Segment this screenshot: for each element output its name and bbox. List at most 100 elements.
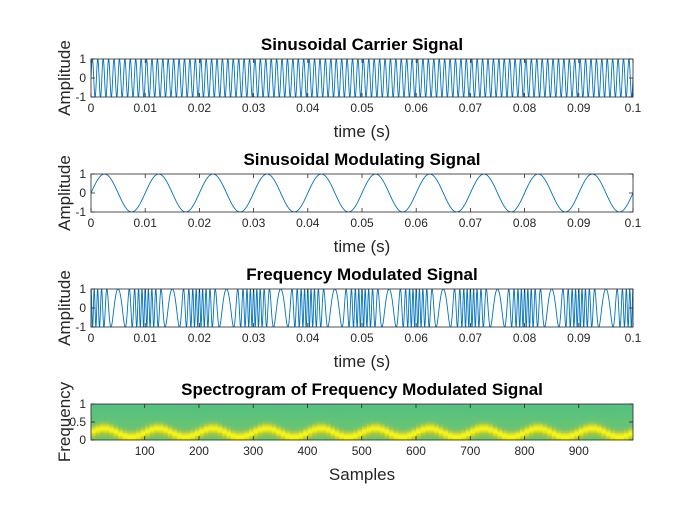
heatmap-cell (474, 432, 481, 435)
heatmap-cell (321, 414, 327, 417)
heatmap-cell (443, 420, 449, 423)
heatmap-cell (380, 435, 386, 438)
heatmap-cell (145, 429, 151, 432)
heatmap-cell (434, 416, 440, 419)
heatmap-cell (334, 425, 341, 428)
heatmap-cell (203, 407, 210, 410)
heatmap-cell (104, 423, 110, 426)
heatmap-cell (583, 419, 589, 422)
heatmap-cell (506, 432, 512, 435)
heatmap-cell (533, 420, 539, 423)
heatmap-cell (461, 432, 467, 435)
heatmap-cell (136, 422, 142, 425)
heatmap-cell (235, 432, 241, 435)
heatmap-cell (203, 423, 210, 426)
heatmap-cell (294, 405, 300, 408)
heatmap-cell (574, 404, 580, 407)
heatmap-cell (176, 408, 182, 411)
heatmap-cell (190, 408, 196, 411)
heatmap-cell (199, 416, 205, 419)
heatmap-cell (136, 414, 142, 417)
heatmap-cell (303, 425, 309, 428)
heatmap-cell (601, 414, 607, 417)
heatmap-cell (194, 420, 200, 423)
heatmap-cell (312, 435, 318, 438)
heatmap-cell (176, 405, 182, 408)
heatmap-cell (357, 414, 363, 417)
heatmap-cell (122, 411, 128, 414)
heatmap-cell (393, 420, 399, 423)
heatmap-cell (212, 407, 219, 410)
x-tick-label: 0.1 (625, 331, 642, 345)
heatmap-cell (605, 407, 612, 410)
heatmap-cell (109, 438, 115, 440)
heatmap-cell (163, 420, 169, 423)
heatmap-cell (506, 416, 512, 419)
heatmap-cell (447, 432, 453, 435)
heatmap-cell (592, 411, 598, 414)
heatmap-cell (118, 429, 124, 432)
heatmap-cell (425, 429, 431, 432)
heatmap-cell (362, 437, 368, 440)
spectrogram-chart: 100 200 300 400 500 600 700 800 90000.51Spectrog… (55, 380, 634, 484)
heatmap-cell (411, 428, 417, 431)
heatmap-cell (420, 404, 426, 407)
heatmap-cell (357, 420, 363, 423)
heatmap-cell (384, 425, 390, 428)
heatmap-cell (91, 419, 97, 422)
heatmap-cell (614, 437, 621, 440)
heatmap-cell (416, 411, 422, 414)
heatmap-cell (104, 411, 110, 414)
heatmap-cell (208, 405, 214, 408)
heatmap-cell (438, 438, 444, 440)
heatmap-cell (158, 422, 164, 425)
heatmap-cell (470, 438, 476, 440)
heatmap-cell (623, 438, 630, 440)
heatmap-cell (596, 431, 602, 434)
heatmap-cell (240, 419, 246, 422)
heatmap-cell (456, 432, 462, 435)
heatmap-cell (538, 405, 544, 408)
heatmap-cell (181, 413, 187, 416)
heatmap-cell (321, 416, 327, 419)
heatmap-cell (506, 423, 512, 426)
heatmap-cell (289, 426, 295, 429)
heatmap-cell (321, 422, 327, 425)
heatmap-cell (334, 431, 341, 434)
heatmap-cell (163, 429, 169, 432)
heatmap-cell (596, 434, 602, 437)
heatmap-cell (253, 404, 259, 407)
heatmap-cell (276, 435, 282, 438)
heatmap-cell (109, 423, 115, 426)
heatmap-cell (601, 411, 607, 414)
heatmap-cell (145, 405, 151, 408)
heatmap-cell (474, 410, 481, 413)
heatmap-cell (235, 408, 241, 411)
heatmap-cell (488, 437, 494, 440)
heatmap-cell (104, 408, 110, 411)
heatmap-cell (556, 438, 562, 440)
heatmap-cell (343, 419, 350, 422)
heatmap-cell (511, 422, 517, 425)
heatmap-cell (447, 431, 453, 434)
heatmap-cell (389, 420, 395, 423)
heatmap-cell (212, 422, 219, 425)
heatmap-cell (483, 404, 490, 407)
heatmap-cell (307, 432, 313, 435)
heatmap-cell (267, 431, 273, 434)
heatmap-cell (375, 423, 381, 426)
heatmap-cell (231, 437, 237, 440)
heatmap-cell (95, 413, 101, 416)
heatmap-cell (208, 432, 214, 435)
heatmap-cell (515, 410, 521, 413)
heatmap-cell (343, 423, 350, 426)
heatmap-cell (95, 416, 101, 419)
heatmap-cell (167, 438, 173, 440)
heatmap-cell (303, 408, 309, 411)
heatmap-cell (231, 426, 237, 429)
heatmap-cell (371, 435, 377, 438)
heatmap-cell (465, 414, 471, 417)
heatmap-cell (623, 423, 630, 426)
heatmap-cell (212, 413, 219, 416)
heatmap-cell (497, 434, 503, 437)
